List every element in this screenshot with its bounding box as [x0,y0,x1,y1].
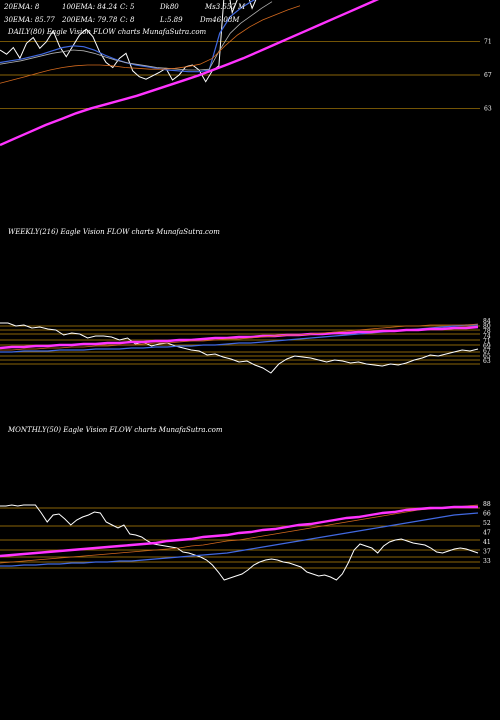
monthly-tick-labels: 88 66 52 47 41 37 33 [483,501,491,565]
daily-legend-1: 20EMA: 8 [3,3,40,11]
weekly-tick-label-1: 80 [483,323,491,330]
weekly-tick-label-2: 78 [483,328,491,335]
weekly-tick-label-5: 69 [483,343,491,350]
daily-series-4 [0,0,380,147]
weekly-title: WEEKLY(216) Eagle Vision FLOW charts Mun… [8,228,220,236]
daily-series-1 [0,0,256,73]
weekly-tick-label-3: 74 [483,333,491,340]
daily-legend-10: Dm46.08M [199,16,240,24]
monthly-title: MONTHLY(50) Eagle Vision FLOW charts Mun… [7,426,223,434]
weekly-series-group [0,322,479,374]
daily-legend-3: C: 5 [120,3,135,11]
monthly-series-0 [0,504,479,581]
weekly-panel: WEEKLY(216) Eagle Vision FLOW charts Mun… [0,228,491,374]
weekly-tick-label-7: 65 [483,353,491,360]
monthly-series-2 [0,504,479,564]
monthly-series-1 [0,512,479,567]
weekly-tick-label-4: 71 [483,338,491,345]
weekly-series-0 [0,322,479,374]
weekly-tick-label-6: 67 [483,348,491,355]
daily-series-3 [0,5,301,84]
daily-tick-labels: 71 67 63 [484,39,492,113]
daily-gridlines [0,41,480,109]
monthly-tick-label-5: 37 [483,549,491,556]
daily-series-group [0,0,380,147]
monthly-tick-label-6: 33 [483,558,491,565]
monthly-panel: MONTHLY(50) Eagle Vision FLOW charts Mun… [0,426,491,581]
monthly-tick-label-4: 41 [483,539,491,546]
weekly-tick-label-8: 63 [483,358,491,365]
monthly-level-lines [0,507,480,569]
daily-legend-2: 100EMA: 84.24 [62,3,117,11]
daily-legend-5: Ms3.557 M [204,3,246,11]
monthly-tick-label-3: 47 [483,530,491,537]
daily-series-2 [0,1,273,71]
weekly-series-3 [0,323,479,351]
monthly-tick-label-0: 88 [483,501,491,508]
daily-legend-7: 200EMA: 79.78 [61,16,118,24]
weekly-tick-label-0: 84 [483,318,491,325]
daily-legend-6: 30EMA: 85.77 [4,16,55,24]
monthly-tick-label-2: 52 [483,520,491,527]
daily-title: DAILY(80) Eagle Vision FLOW charts Munaf… [7,28,207,36]
monthly-series-3 [0,505,478,558]
monthly-tick-label-1: 66 [483,511,491,518]
daily-legend-9: L:5.89 [159,16,183,24]
monthly-series-group [0,504,479,581]
daily-series-0 [0,0,257,83]
daily-legend-8: C: 8 [120,16,135,24]
daily-tick-label-2: 63 [484,105,492,112]
daily-legend-4: Dk80 [159,3,179,11]
weekly-series-2 [0,325,479,350]
daily-tick-label-0: 71 [484,39,492,46]
daily-tick-label-1: 67 [484,72,492,79]
